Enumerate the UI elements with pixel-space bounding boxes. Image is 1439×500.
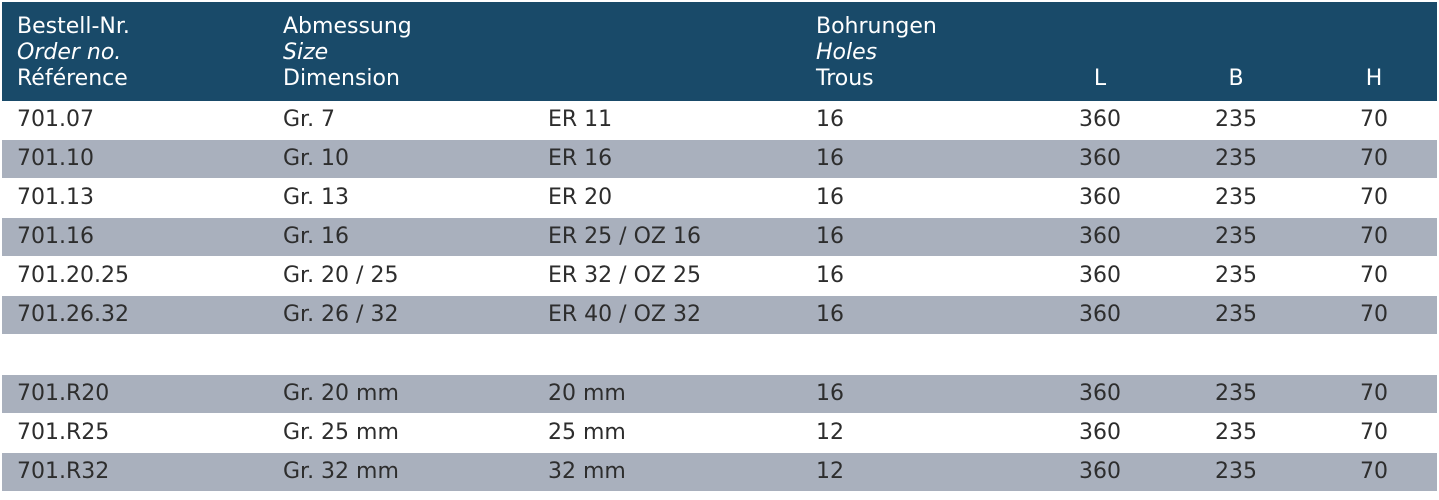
table-row: 701.13 Gr. 13 ER 20 16 360 235 70 (2, 179, 1437, 218)
table-row: 701.10 Gr. 10 ER 16 16 360 235 70 (2, 140, 1437, 179)
header-holes-en: Holes (816, 40, 878, 65)
cell-b: 235 (1215, 185, 1257, 210)
cell-size: Gr. 25 mm (283, 420, 399, 445)
cell-size: Gr. 16 (283, 224, 350, 249)
table-row: 701.26.32 Gr. 26 / 32 ER 40 / OZ 32 16 3… (2, 296, 1437, 335)
header-order-de: Bestell-Nr. (17, 14, 130, 39)
cell-l: 360 (1079, 302, 1121, 327)
table-row: 701.R20 Gr. 20 mm 20 mm 16 360 235 70 (2, 375, 1437, 414)
cell-h: 70 (1360, 224, 1388, 249)
cell-size: Gr. 7 (283, 107, 336, 132)
cell-l: 360 (1079, 263, 1121, 288)
header-h: H (1365, 66, 1383, 91)
header-holes-de: Bohrungen (816, 14, 937, 39)
table-row: 701.R32 Gr. 32 mm 32 mm 12 360 235 70 (2, 453, 1437, 492)
cell-holes: 16 (816, 263, 844, 288)
cell-holes: 12 (816, 459, 844, 484)
cell-l: 360 (1079, 107, 1121, 132)
cell-b: 235 (1215, 107, 1257, 132)
cell-size-alt: 32 mm (548, 459, 626, 484)
cell-b: 235 (1215, 420, 1257, 445)
cell-size: Gr. 10 (283, 146, 350, 171)
cell-b: 235 (1215, 224, 1257, 249)
cell-h: 70 (1360, 107, 1388, 132)
cell-l: 360 (1079, 420, 1121, 445)
cell-size: Gr. 20 mm (283, 381, 399, 406)
header-size-fr: Dimension (283, 66, 400, 91)
cell-h: 70 (1360, 146, 1388, 171)
header-l: L (1093, 66, 1107, 91)
cell-h: 70 (1360, 420, 1388, 445)
cell-b: 235 (1215, 459, 1257, 484)
cell-size-alt: ER 32 / OZ 25 (548, 263, 701, 288)
product-table: Bestell-Nr. Order no. Référence Abmessun… (2, 2, 1437, 492)
header-order-fr: Référence (17, 66, 128, 91)
header-size-de: Abmessung (283, 14, 412, 39)
cell-holes: 12 (816, 420, 844, 445)
table-row: 701.20.25 Gr. 20 / 25 ER 32 / OZ 25 16 3… (2, 257, 1437, 296)
table-spacer-row (2, 335, 1437, 375)
cell-b: 235 (1215, 146, 1257, 171)
header-size-en: Size (283, 40, 329, 65)
table-header: Bestell-Nr. Order no. Référence Abmessun… (2, 2, 1437, 101)
header-order-no: Bestell-Nr. Order no. Référence (17, 14, 130, 92)
header-holes: Bohrungen Holes Trous (816, 14, 937, 92)
cell-order: 701.26.32 (17, 302, 129, 327)
cell-holes: 16 (816, 224, 844, 249)
cell-order: 701.R20 (17, 381, 110, 406)
cell-size: Gr. 20 / 25 (283, 263, 399, 288)
cell-l: 360 (1079, 185, 1121, 210)
header-order-en: Order no. (17, 40, 122, 65)
cell-h: 70 (1360, 185, 1388, 210)
header-b: B (1228, 66, 1244, 91)
cell-h: 70 (1360, 381, 1388, 406)
cell-order: 701.13 (17, 185, 94, 210)
table-row: 701.07 Gr. 7 ER 11 16 360 235 70 (2, 101, 1437, 140)
cell-b: 235 (1215, 263, 1257, 288)
cell-order: 701.10 (17, 146, 94, 171)
cell-l: 360 (1079, 146, 1121, 171)
cell-l: 360 (1079, 224, 1121, 249)
cell-size-alt: ER 16 (548, 146, 613, 171)
cell-size: Gr. 32 mm (283, 459, 399, 484)
cell-size: Gr. 13 (283, 185, 350, 210)
cell-order: 701.R32 (17, 459, 110, 484)
cell-holes: 16 (816, 146, 844, 171)
cell-size-alt: 20 mm (548, 381, 626, 406)
cell-holes: 16 (816, 185, 844, 210)
cell-size-alt: ER 11 (548, 107, 613, 132)
cell-h: 70 (1360, 263, 1388, 288)
cell-size-alt: ER 20 (548, 185, 613, 210)
table-row: 701.16 Gr. 16 ER 25 / OZ 16 16 360 235 7… (2, 218, 1437, 257)
cell-h: 70 (1360, 459, 1388, 484)
cell-b: 235 (1215, 381, 1257, 406)
table-row: 701.R25 Gr. 25 mm 25 mm 12 360 235 70 (2, 414, 1437, 453)
cell-order: 701.07 (17, 107, 94, 132)
cell-order: 701.20.25 (17, 263, 129, 288)
header-size: Abmessung Size Dimension (283, 14, 412, 92)
cell-l: 360 (1079, 381, 1121, 406)
cell-order: 701.R25 (17, 420, 110, 445)
cell-l: 360 (1079, 459, 1121, 484)
cell-size-alt: ER 25 / OZ 16 (548, 224, 701, 249)
cell-holes: 16 (816, 302, 844, 327)
cell-order: 701.16 (17, 224, 94, 249)
cell-size-alt: ER 40 / OZ 32 (548, 302, 701, 327)
header-holes-fr: Trous (816, 66, 874, 91)
cell-b: 235 (1215, 302, 1257, 327)
cell-holes: 16 (816, 107, 844, 132)
cell-size-alt: 25 mm (548, 420, 626, 445)
cell-holes: 16 (816, 381, 844, 406)
cell-size: Gr. 26 / 32 (283, 302, 399, 327)
cell-h: 70 (1360, 302, 1388, 327)
